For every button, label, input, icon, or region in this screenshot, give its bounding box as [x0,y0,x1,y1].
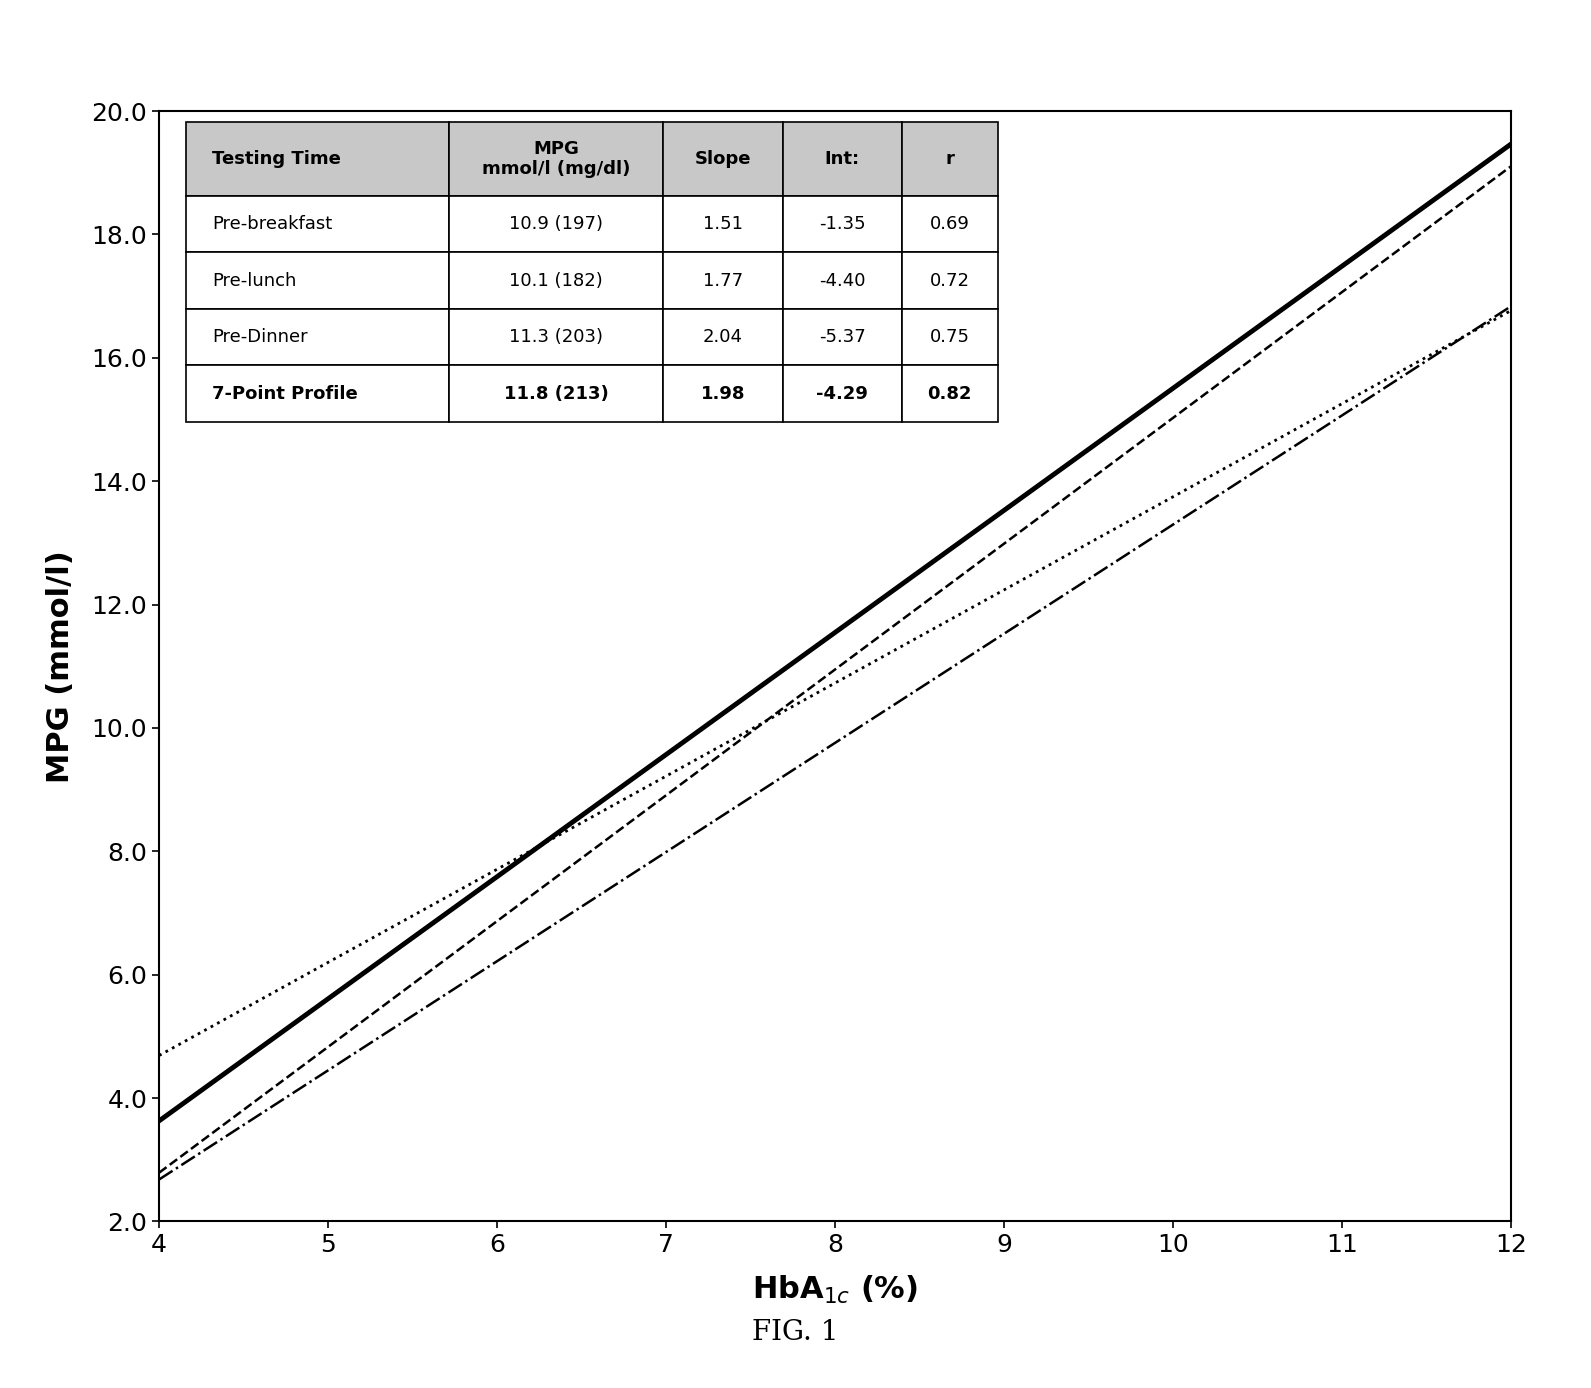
X-axis label: HbA$_{1c}$ (%): HbA$_{1c}$ (%) [753,1274,918,1306]
Y-axis label: MPG (mmol/l): MPG (mmol/l) [46,550,75,783]
Text: FIG. 1: FIG. 1 [753,1319,838,1346]
